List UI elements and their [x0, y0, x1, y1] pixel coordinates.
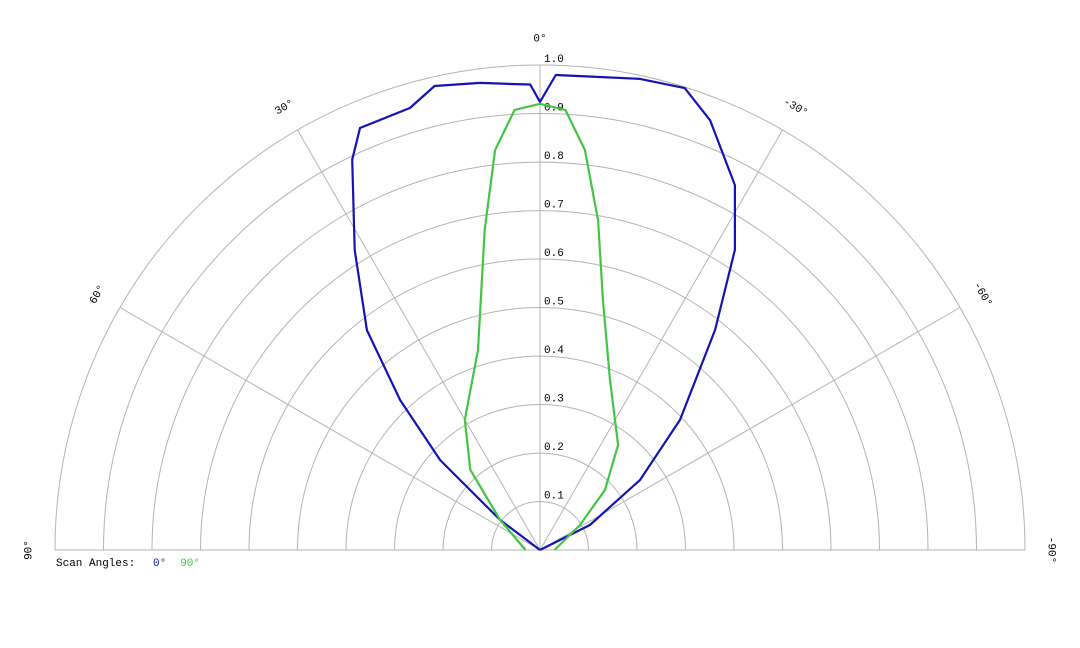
theta-tick-label: -90°	[1044, 537, 1056, 563]
series-line	[463, 102, 620, 551]
r-tick-label: 0.7	[544, 199, 564, 211]
theta-tick-label: 60°	[88, 283, 108, 306]
r-tick-label: 0.8	[544, 151, 564, 163]
legend-entry: 90°	[180, 558, 200, 570]
r-tick-label: 0.6	[544, 248, 564, 260]
r-tick-label: 0.3	[544, 393, 564, 405]
r-tick-label: 0.2	[544, 442, 564, 454]
r-tick-label: 0.5	[544, 296, 564, 308]
theta-tick-label: 90°	[24, 540, 36, 560]
grid-spoke	[119, 307, 541, 551]
r-tick-label: 1.0	[544, 54, 564, 66]
r-tick-label: 0.4	[544, 345, 564, 357]
theta-tick-label: -60°	[970, 280, 994, 309]
theta-tick-label: -30°	[781, 96, 810, 120]
theta-tick-label: 0°	[533, 34, 546, 46]
legend-title: Scan Angles:	[56, 558, 135, 570]
grid-spoke	[539, 129, 783, 551]
theta-tick-label: 30°	[273, 98, 296, 118]
legend-entry: 0°	[153, 558, 166, 570]
r-tick-label: 0.1	[544, 490, 564, 502]
series-line	[351, 73, 736, 551]
grid-spoke	[539, 307, 961, 551]
grid-spoke	[297, 129, 541, 551]
